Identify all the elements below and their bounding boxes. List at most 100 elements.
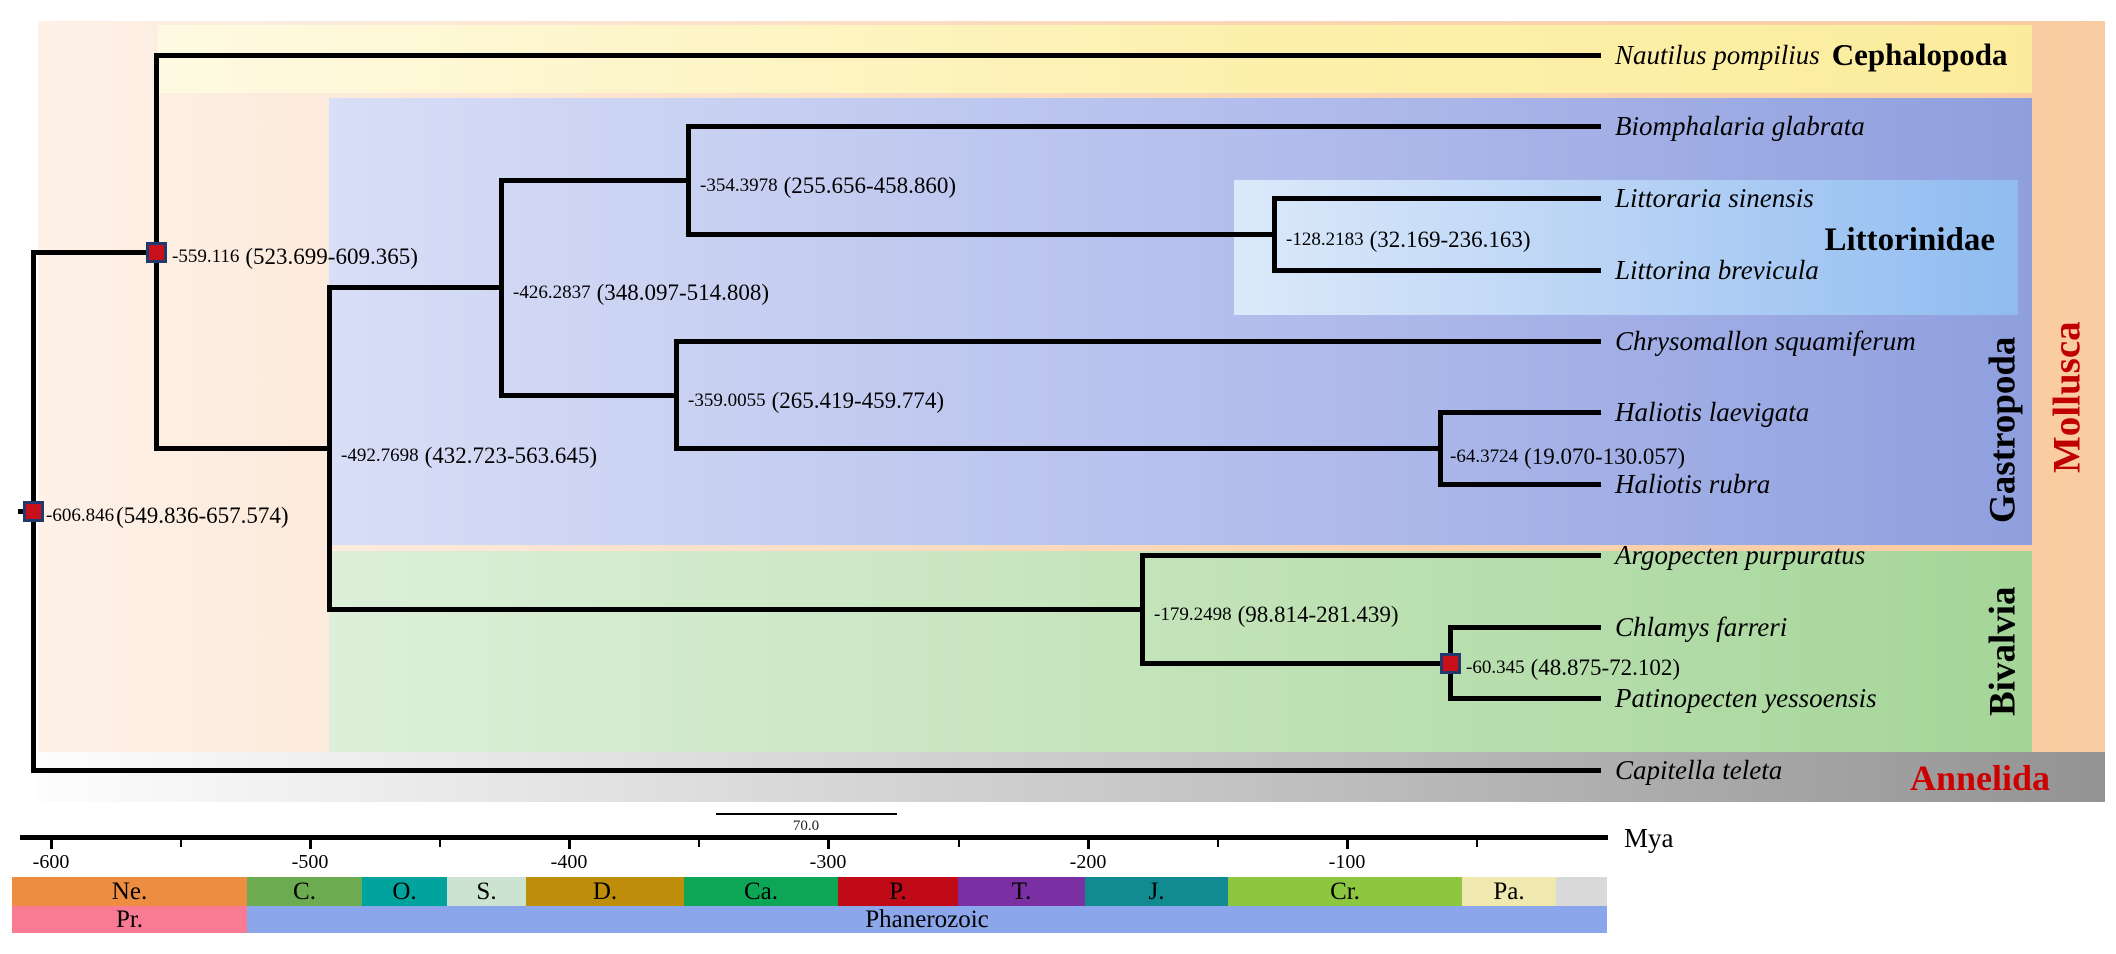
era-label: Phanerozoic bbox=[865, 906, 989, 933]
species-name: Argopecten purpuratus bbox=[1615, 539, 1866, 570]
tip-label-chrysomallon: Chrysomallon squamiferum bbox=[1615, 324, 1916, 358]
species-name: Nautilus pompilius bbox=[1615, 39, 1820, 70]
node-age: -359.0055 bbox=[688, 390, 766, 411]
period-jurassic: J. bbox=[1085, 877, 1228, 906]
axis-tick-400 bbox=[568, 840, 571, 849]
connector-bivalvia bbox=[1140, 553, 1145, 666]
species-name: Patinopecten yessoensis bbox=[1615, 682, 1877, 713]
period-paleogene: Pa. bbox=[1462, 877, 1556, 906]
axis-minor-tick bbox=[1476, 840, 1478, 847]
axis-minor-tick bbox=[180, 840, 182, 847]
node-range: (549.836-657.574) bbox=[116, 503, 289, 528]
period-triassic: T. bbox=[958, 877, 1085, 906]
period-label: S. bbox=[476, 878, 497, 905]
annelida-clade-label: Annelida bbox=[1909, 758, 2050, 798]
branch-patinopecten bbox=[1450, 696, 1601, 701]
tip-label-biomphalaria: Biomphalaria glabrata bbox=[1615, 109, 1865, 143]
node-label-root: -606.846 (549.836-657.574) bbox=[46, 501, 289, 531]
tip-label-littoraria: Littoraria sinensis bbox=[1615, 181, 1814, 215]
tip-label-haliotis-rubra: Haliotis rubra bbox=[1615, 467, 1770, 501]
axis-unit-label: Mya bbox=[1624, 823, 1674, 853]
period-cambrian: C. bbox=[247, 877, 362, 906]
bivalvia-clade-highlight bbox=[329, 551, 2032, 752]
axis-tick-label: -400 bbox=[550, 851, 588, 873]
branch-to-pectinidae-node bbox=[1142, 661, 1453, 666]
littorinidae-clade-label: Littorinidae bbox=[1824, 222, 1996, 258]
branch-nautilus bbox=[156, 53, 1601, 58]
period-permian: P. bbox=[838, 877, 958, 906]
tip-label-argopecten: Argopecten purpuratus bbox=[1615, 538, 1865, 572]
period-carboniferous: Ca. bbox=[684, 877, 838, 906]
tip-label-patinopecten: Patinopecten yessoensis bbox=[1615, 681, 1877, 715]
node-age: -426.2837 bbox=[513, 282, 591, 303]
species-name: Haliotis laevigata bbox=[1615, 396, 1810, 427]
branch-to-node-354 bbox=[501, 178, 691, 183]
species-name: Littorina brevicula bbox=[1615, 254, 1819, 285]
period-label: Cr. bbox=[1330, 878, 1360, 905]
littorinidae-clade-highlight bbox=[1234, 180, 2018, 315]
axis-tick-label: -300 bbox=[809, 851, 847, 873]
connector-node-359 bbox=[674, 339, 679, 451]
branch-to-node-359 bbox=[501, 393, 679, 398]
cephalopoda-clade-highlight bbox=[158, 25, 2032, 93]
tip-label-chlamys: Chlamys farreri bbox=[1615, 610, 1787, 644]
node-label-node-354: -354.3978 (255.656-458.860) bbox=[700, 171, 956, 201]
branch-chrysomallon bbox=[676, 339, 1601, 344]
node-label-node-359: -359.0055 (265.419-459.774) bbox=[688, 386, 944, 416]
period-label: Ca. bbox=[743, 878, 779, 905]
species-name: Haliotis rubra bbox=[1615, 468, 1771, 499]
node-range: (255.656-458.860) bbox=[783, 173, 957, 198]
node-range: (523.699-609.365) bbox=[245, 244, 418, 269]
scale-bar bbox=[716, 813, 897, 815]
node-label-pectinidae: -60.345 (48.875-72.102) bbox=[1466, 653, 1680, 683]
node-range: (98.814-281.439) bbox=[1237, 602, 1399, 627]
period-quaternary bbox=[1556, 877, 1607, 906]
node-marker-root bbox=[23, 501, 44, 522]
axis-minor-tick bbox=[958, 840, 960, 847]
period-devonian: D. bbox=[526, 877, 684, 906]
node-age: -128.2183 bbox=[1286, 229, 1364, 250]
node-label-haliotis: -64.3724 (19.070-130.057) bbox=[1450, 442, 1685, 472]
axis-tick-label: -100 bbox=[1328, 851, 1366, 873]
node-range: (32.169-236.163) bbox=[1369, 227, 1531, 252]
period-label: C. bbox=[293, 878, 316, 905]
annelida-clade-highlight bbox=[38, 752, 2105, 802]
axis-tick-100 bbox=[1346, 840, 1349, 849]
cephalopoda-clade-label: Cephalopoda bbox=[1831, 37, 2008, 72]
branch-to-bivalvia-node bbox=[329, 607, 1145, 612]
species-name: Littoraria sinensis bbox=[1615, 182, 1814, 213]
tip-label-littorina: Littorina brevicula bbox=[1615, 253, 1819, 287]
branch-to-gastropoda-bivalvia bbox=[156, 446, 332, 451]
era-proterozoic: Pr. bbox=[12, 906, 247, 933]
period-label: P. bbox=[889, 878, 907, 905]
tip-label-capitella: Capitella teleta bbox=[1615, 753, 1782, 787]
node-label-gastropoda-crown: -426.2837 (348.097-514.808) bbox=[513, 278, 769, 308]
connector-littorinidae bbox=[1272, 196, 1277, 273]
axis-tick-500 bbox=[309, 840, 312, 849]
node-range: (19.070-130.057) bbox=[1524, 444, 1686, 469]
period-label: O. bbox=[392, 878, 417, 905]
connector-node-354 bbox=[686, 124, 691, 237]
node-marker-mollusca bbox=[146, 242, 167, 263]
node-marker-pectinidae bbox=[1440, 653, 1461, 674]
axis-tick-200 bbox=[1087, 840, 1090, 849]
axis-tick-label: -600 bbox=[32, 851, 70, 873]
node-label-gastropoda-bivalvia: -492.7698 (432.723-563.645) bbox=[341, 441, 597, 471]
connector-gastropoda-crown bbox=[499, 178, 504, 398]
node-age: -179.2498 bbox=[1154, 604, 1232, 625]
time-axis-line bbox=[20, 835, 1608, 840]
node-range: (265.419-459.774) bbox=[771, 388, 945, 413]
bivalvia-clade-label: Bivalvia bbox=[1982, 586, 2024, 716]
period-ordovician: O. bbox=[362, 877, 447, 906]
axis-minor-tick bbox=[439, 840, 441, 847]
period-label: D. bbox=[592, 878, 618, 905]
axis-tick-label: -200 bbox=[1069, 851, 1107, 873]
period-label: Ne. bbox=[111, 878, 148, 905]
connector-haliotis bbox=[1438, 410, 1443, 487]
branch-to-gastropoda-crown bbox=[329, 285, 504, 290]
period-cretaceous: Cr. bbox=[1228, 877, 1462, 906]
species-name: Chrysomallon squamiferum bbox=[1615, 325, 1916, 356]
axis-minor-tick bbox=[698, 840, 700, 847]
branch-capitella bbox=[33, 768, 1601, 773]
connector-gastropoda-bivalvia bbox=[327, 285, 332, 612]
